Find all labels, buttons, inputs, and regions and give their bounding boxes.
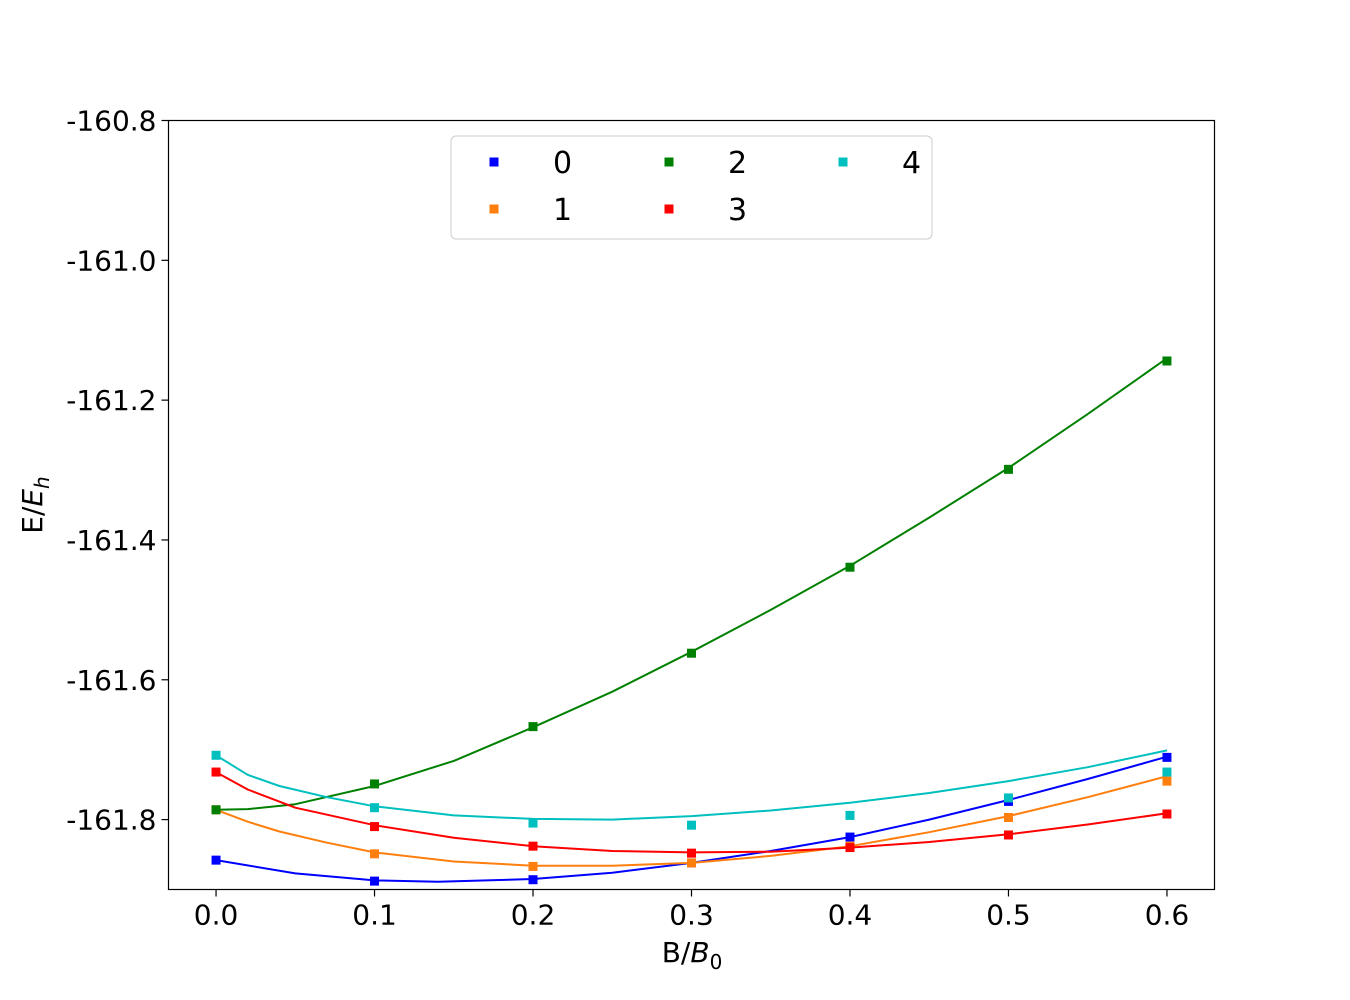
series-line-1	[215, 775, 1168, 867]
data-point-2	[845, 562, 855, 572]
data-point-3	[370, 822, 380, 832]
data-point-2	[211, 805, 221, 815]
data-point-2	[1162, 356, 1172, 366]
y-tick-label: -161.4	[66, 524, 156, 557]
y-tick-label: -161.6	[66, 664, 156, 697]
series-points	[211, 356, 1172, 886]
y-axis-label: E/Eh	[16, 476, 54, 534]
x-tick-label: 0.2	[511, 899, 556, 932]
data-point-3	[687, 848, 696, 858]
legend: 0 1 2 3 4	[450, 135, 933, 240]
legend-marker-0	[489, 157, 499, 167]
y-tick-label: -160.8	[66, 105, 156, 138]
data-point-1	[687, 858, 696, 868]
legend-marker-3	[664, 204, 674, 214]
data-point-2	[528, 722, 538, 732]
x-tick-label: 0.6	[1145, 899, 1190, 932]
data-point-4	[845, 810, 855, 820]
legend-label-2: 2	[728, 146, 747, 181]
legend-marker-4	[838, 157, 848, 167]
legend-label-1: 1	[553, 193, 572, 228]
data-point-0	[528, 875, 538, 885]
data-point-2	[370, 779, 380, 789]
data-point-1	[1003, 812, 1013, 822]
series-line-4	[215, 749, 1168, 821]
data-point-3	[528, 841, 538, 851]
data-point-0	[211, 855, 221, 865]
data-point-4	[528, 818, 538, 828]
data-point-1	[1162, 776, 1172, 786]
legend-label-0: 0	[553, 146, 572, 181]
legend-box	[450, 135, 933, 240]
x-axis-label-var: B	[690, 936, 709, 969]
data-point-3	[1162, 809, 1172, 819]
data-point-4	[1003, 793, 1013, 803]
x-axis-label: B/B0	[662, 936, 723, 974]
data-point-0	[1162, 752, 1172, 762]
y-axis: -160.8 -161.0 -161.2 -161.4 -161.6 -161.8	[66, 105, 169, 837]
legend-label-3: 3	[728, 193, 747, 228]
data-point-3	[211, 767, 221, 777]
series-line-3	[215, 771, 1168, 854]
data-point-3	[1003, 830, 1013, 840]
data-point-4	[370, 803, 380, 813]
data-point-2	[1003, 464, 1013, 474]
data-point-2	[687, 648, 696, 658]
data-point-4	[687, 820, 696, 830]
data-point-4	[1162, 767, 1172, 777]
data-point-0	[370, 876, 380, 886]
series-line-2	[215, 357, 1168, 811]
data-point-1	[370, 849, 380, 859]
x-axis-label-main: B/B	[662, 936, 710, 969]
x-tick-label: 0.1	[352, 899, 397, 932]
y-axis-label-main: E/E	[16, 489, 49, 534]
data-point-0	[845, 832, 855, 842]
y-axis-label-var: E	[16, 489, 49, 507]
x-tick-label: 0.0	[194, 899, 239, 932]
data-point-4	[211, 750, 221, 760]
data-point-1	[528, 861, 538, 871]
y-axis-label-sub: h	[30, 476, 54, 489]
y-tick-label: -161.2	[66, 384, 156, 417]
legend-marker-2	[664, 157, 674, 167]
legend-label-4: 4	[902, 146, 921, 181]
legend-marker-1	[489, 204, 499, 214]
x-tick-label: 0.3	[669, 899, 714, 932]
x-axis-label-sub: 0	[710, 950, 723, 974]
y-tick-label: -161.0	[66, 244, 156, 277]
x-tick-label: 0.4	[828, 899, 873, 932]
x-tick-label: 0.5	[986, 899, 1031, 932]
series-lines	[215, 357, 1168, 883]
data-point-3	[845, 843, 855, 853]
x-axis: 0.0 0.1 0.2 0.3 0.4 0.5 0.6	[194, 889, 1190, 932]
y-tick-label: -161.8	[66, 804, 156, 837]
